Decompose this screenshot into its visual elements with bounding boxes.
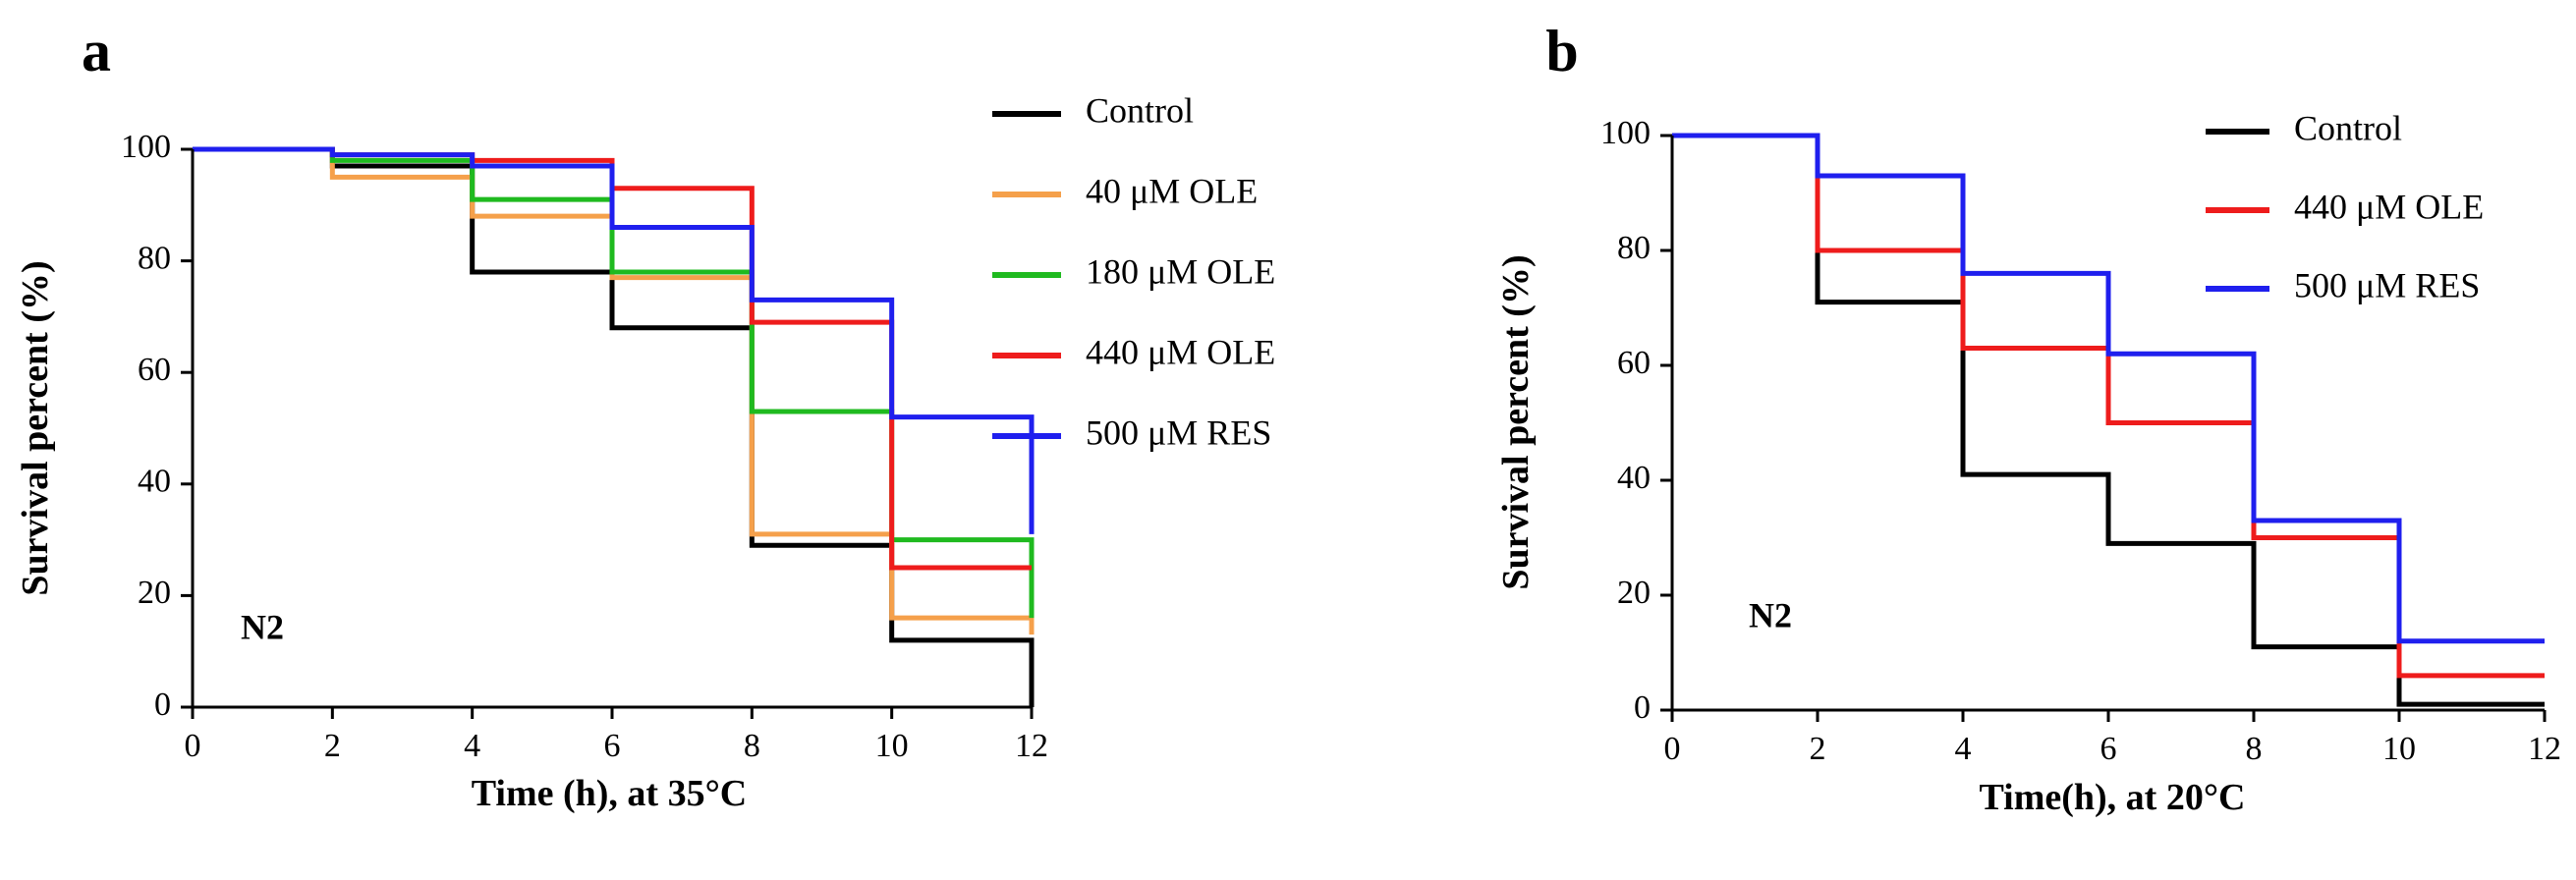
y-tick-label: 20 [138,575,171,611]
x-tick-label: 0 [1664,731,1681,767]
y-tick-label: 100 [121,129,171,165]
legend: Control 40 μM OLE 180 μM OLE 440 μM OLE 500 … [992,90,1275,452]
legend-label: 40 μM OLE [1086,171,1258,210]
legend-label: Control [1086,90,1194,130]
legend-label: 180 μM OLE [1086,251,1275,291]
x-tick-label: 6 [604,728,621,764]
x-tick-label: 2 [1810,731,1826,767]
x-tick-label: 12 [2528,731,2561,767]
legend-label: Control [2294,108,2402,147]
x-tick-label: 10 [2382,731,2416,767]
x-tick-label: 8 [2246,731,2263,767]
legend-label: 440 μM OLE [2294,187,2484,226]
strain-annotation: N2 [241,607,284,646]
y-tick-label: 60 [1617,345,1651,381]
x-tick-label: 2 [324,728,341,764]
x-tick-label: 12 [1015,728,1048,764]
panel-label-b: b [1545,19,1578,83]
legend-label: 500 μM RES [2294,265,2480,304]
legend: Control 440 μM OLE 500 μM RES [2206,108,2484,304]
chart-panel-b: b 0 2 4 6 8 10 12 0 20 40 60 80 100 Time(h), at 20°C Su… [1495,19,2561,818]
chart-panel-a: a 0 2 4 6 8 10 12 0 20 40 60 80 100 Time (h), at 35°C S… [15,19,1275,814]
x-tick-label: 4 [464,728,480,764]
x-tick-label: 0 [185,728,201,764]
legend-label: 440 μM OLE [1086,332,1275,371]
series-line-500-m-res [193,146,1035,534]
legend-label: 500 μM RES [1086,412,1271,452]
y-axis-title: Survival percent (%) [1495,254,1537,589]
series-line-500-m-res [1672,133,2545,644]
y-tick-label: 80 [138,240,171,276]
y-tick-label: 40 [138,464,171,500]
y-tick-label: 100 [1600,115,1651,151]
x-tick-label: 8 [744,728,760,764]
x-tick-label: 4 [1955,731,1972,767]
y-tick-label: 0 [154,687,171,723]
x-axis-title: Time (h), at 35°C [472,773,747,814]
y-tick-label: 40 [1617,460,1651,496]
panel-label-a: a [82,19,111,83]
x-tick-label: 6 [2100,731,2117,767]
y-axis-title: Survival percent (%) [15,260,56,595]
x-tick-label: 10 [875,728,909,764]
y-tick-label: 80 [1617,230,1651,266]
x-axis-title: Time(h), at 20°C [1980,777,2246,818]
y-tick-label: 60 [138,352,171,388]
y-tick-label: 20 [1617,575,1651,611]
series-line-40-m-ole [193,146,1035,635]
strain-annotation: N2 [1749,595,1792,634]
y-tick-label: 0 [1634,689,1651,726]
